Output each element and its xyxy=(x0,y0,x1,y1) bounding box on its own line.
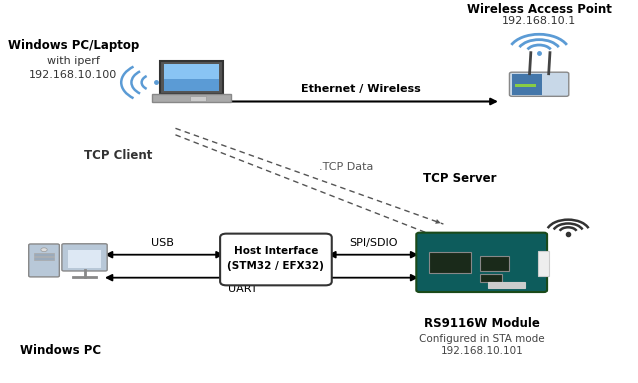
Text: (STM32 / EFX32): (STM32 / EFX32) xyxy=(228,261,324,272)
FancyBboxPatch shape xyxy=(509,72,568,96)
FancyBboxPatch shape xyxy=(62,244,107,271)
Text: Wireless Access Point: Wireless Access Point xyxy=(466,3,612,16)
Text: Windows PC/Laptop: Windows PC/Laptop xyxy=(8,39,139,52)
Text: TCP Server: TCP Server xyxy=(422,172,496,185)
Text: Configured in STA mode: Configured in STA mode xyxy=(419,334,544,344)
Bar xyxy=(429,252,471,273)
Text: TCP Client: TCP Client xyxy=(84,149,152,162)
Bar xyxy=(34,257,54,260)
Bar xyxy=(512,74,542,95)
Text: USB: USB xyxy=(151,238,174,248)
Text: with iperf: with iperf xyxy=(47,56,100,66)
Text: Host Interface: Host Interface xyxy=(234,246,318,256)
Bar xyxy=(189,96,205,101)
Text: UART: UART xyxy=(228,284,257,294)
FancyBboxPatch shape xyxy=(29,244,59,277)
FancyBboxPatch shape xyxy=(416,233,547,292)
FancyBboxPatch shape xyxy=(220,234,332,285)
Bar xyxy=(68,250,101,267)
Bar xyxy=(480,274,503,283)
FancyBboxPatch shape xyxy=(160,61,223,94)
Text: SPI/SDIO: SPI/SDIO xyxy=(349,238,397,248)
Circle shape xyxy=(41,248,47,252)
Text: .TCP Data: .TCP Data xyxy=(319,162,373,172)
Bar xyxy=(537,251,549,276)
Bar xyxy=(488,283,525,288)
FancyBboxPatch shape xyxy=(152,94,231,102)
Bar xyxy=(515,84,537,87)
Text: 192.168.10.101: 192.168.10.101 xyxy=(440,346,523,356)
Bar xyxy=(164,64,219,79)
Bar xyxy=(164,64,219,91)
Bar xyxy=(34,253,54,256)
Text: Windows PC: Windows PC xyxy=(20,344,101,357)
Text: 192.168.10.1: 192.168.10.1 xyxy=(502,16,576,26)
Text: Ethernet / Wireless: Ethernet / Wireless xyxy=(300,84,420,94)
Text: 192.168.10.100: 192.168.10.100 xyxy=(29,70,117,80)
Bar xyxy=(480,256,509,271)
Text: RS9116W Module: RS9116W Module xyxy=(424,317,540,330)
